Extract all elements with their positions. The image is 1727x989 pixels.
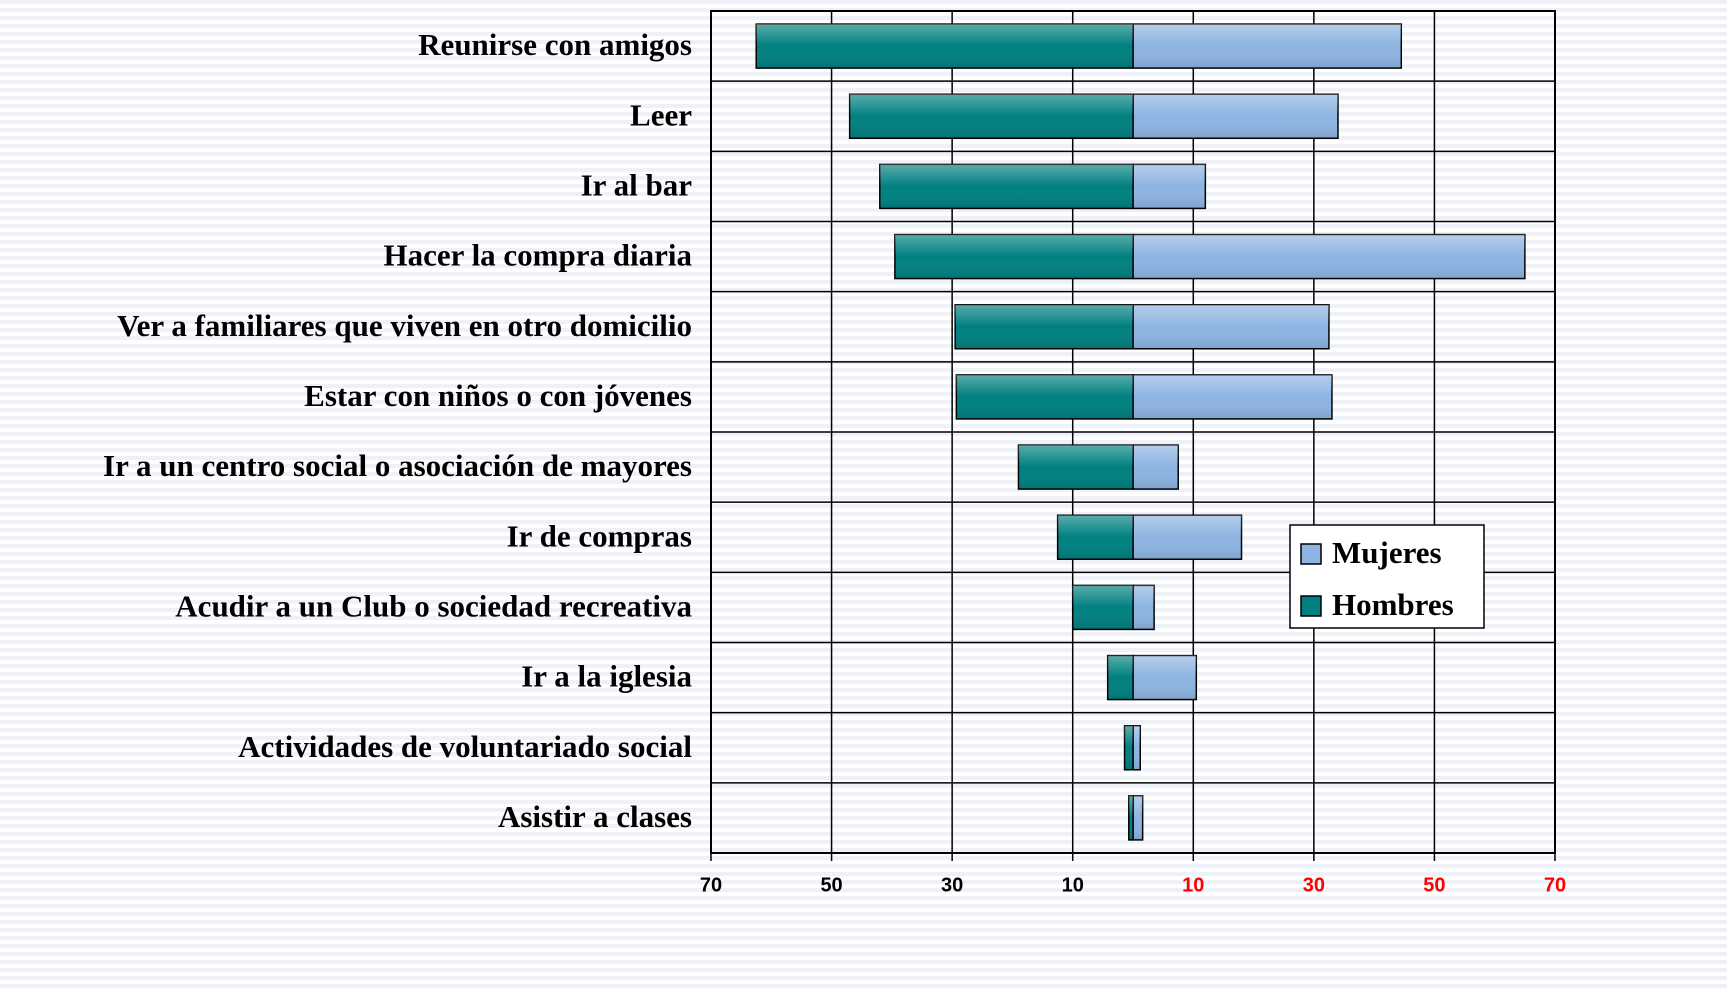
- bar-shade: [1108, 656, 1133, 700]
- bar-shade: [1133, 375, 1332, 419]
- bar-shade: [1058, 515, 1133, 559]
- x-tick-label: 10: [1182, 874, 1204, 896]
- category-label: Ir a un centro social o asociación de ma…: [103, 448, 692, 483]
- x-tick-label: 30: [941, 874, 963, 896]
- bar-shade: [955, 305, 1133, 349]
- x-tick-label: 50: [820, 874, 842, 896]
- bar-shade: [756, 24, 1133, 68]
- bar-shade: [1133, 796, 1143, 840]
- bar-shade: [1133, 515, 1242, 559]
- category-label: Estar con niños o con jóvenes: [304, 378, 692, 413]
- legend-swatch: [1301, 596, 1321, 616]
- bar-shade: [1133, 164, 1205, 208]
- x-tick-label: 30: [1303, 874, 1325, 896]
- category-label: Actividades de voluntariado social: [238, 729, 692, 764]
- bar-shade: [1125, 726, 1133, 770]
- bar-shade: [1133, 24, 1401, 68]
- bar-shade: [1133, 305, 1329, 349]
- category-label: Ver a familiares que viven en otro domic…: [117, 308, 692, 343]
- category-label: Asistir a clases: [498, 799, 692, 834]
- bar-shade: [1018, 445, 1133, 489]
- category-label: Hacer la compra diaria: [383, 238, 692, 273]
- category-label: Ir a la iglesia: [521, 659, 692, 694]
- bar-shade: [1133, 656, 1196, 700]
- bar-shade: [1073, 585, 1133, 629]
- x-tick-label: 70: [700, 874, 722, 896]
- legend-swatch: [1301, 544, 1321, 564]
- x-tick-label: 70: [1544, 874, 1566, 896]
- x-tick-label: 10: [1062, 874, 1084, 896]
- x-tick-label: 50: [1423, 874, 1445, 896]
- bar-shade: [1133, 726, 1140, 770]
- category-label: Acudir a un Club o sociedad recreativa: [175, 589, 692, 624]
- bar-shade: [1133, 235, 1525, 279]
- category-label: Reunirse con amigos: [418, 27, 692, 62]
- bar-shade: [1133, 585, 1154, 629]
- category-label: Ir de compras: [507, 518, 692, 553]
- category-label: Ir al bar: [581, 168, 693, 203]
- bar-shade: [895, 235, 1133, 279]
- bar-shade: [1133, 445, 1178, 489]
- chart: 70 50 30 10 10 30 50 70 Reunirse con amigos Leer I…: [0, 0, 1727, 989]
- bar-shade: [1129, 796, 1133, 840]
- category-label: Leer: [630, 97, 692, 132]
- bar-shade: [1133, 94, 1338, 138]
- bar-shade: [880, 164, 1133, 208]
- legend-label: Mujeres: [1332, 535, 1442, 570]
- legend-label: Hombres: [1332, 587, 1454, 622]
- bar-shade: [850, 94, 1133, 138]
- bar-shade: [956, 375, 1133, 419]
